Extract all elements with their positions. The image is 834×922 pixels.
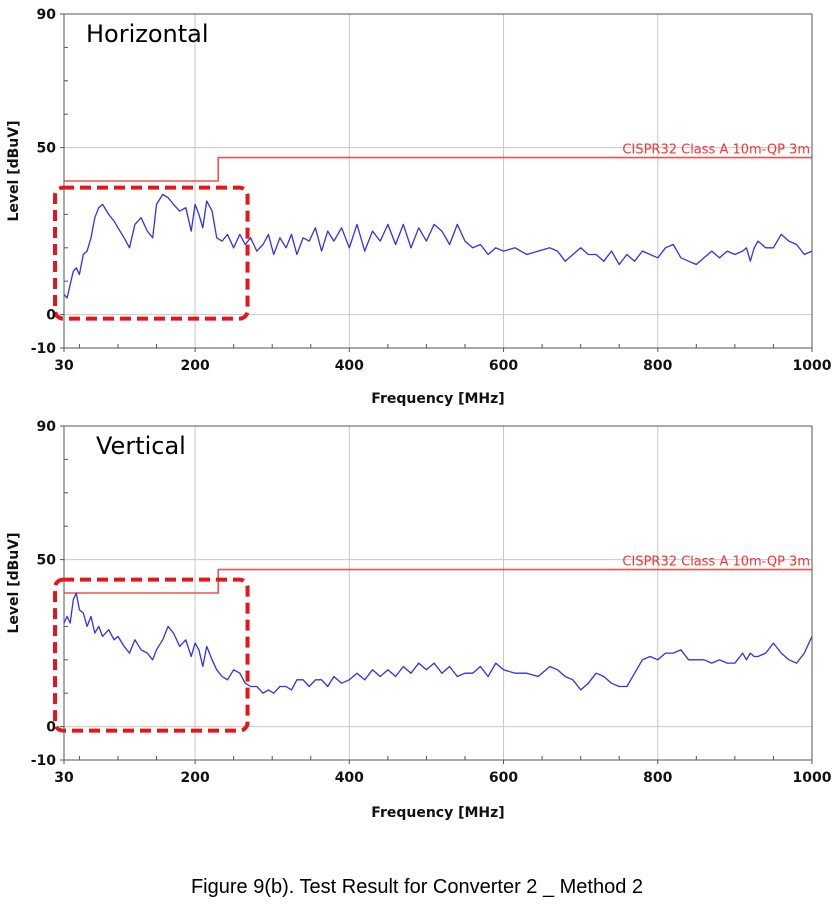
emission-trace: [63, 193, 813, 299]
minor-ticks: [64, 46, 774, 348]
series-label: CISPR32 Class A 10m-QP 3m: [622, 555, 810, 570]
series-label: CISPR32 Class A 10m-QP 3m: [622, 143, 810, 158]
grid: [64, 426, 812, 760]
y-tick-label: 50: [37, 553, 57, 569]
x-tick-label: 400: [335, 358, 364, 374]
y-tick-label: 90: [37, 419, 57, 435]
panel-label: Vertical: [96, 432, 186, 460]
y-tick-label: 90: [37, 7, 57, 23]
emission-trace: [63, 592, 813, 694]
x-tick-label: 30: [54, 358, 74, 374]
axes-frame: [63, 13, 813, 349]
highlight-box: [53, 185, 250, 321]
y-axis-label: Level [dBuV]: [6, 532, 22, 633]
axes-frame: [63, 425, 813, 761]
x-tick-label: 600: [489, 358, 518, 374]
grid: [64, 14, 812, 348]
x-tick-label: 30: [54, 770, 74, 786]
figure-caption: Figure 9(b). Test Result for Converter 2…: [190, 876, 644, 898]
y-tick-label: -10: [31, 341, 57, 357]
highlight-box: [53, 577, 250, 733]
x-axis-label: Frequency [MHz]: [371, 805, 504, 821]
x-tick-label: 800: [643, 770, 672, 786]
x-tick-label: 800: [643, 358, 672, 374]
x-tick-label: 1000: [793, 358, 832, 374]
y-tick-label: -10: [31, 753, 57, 769]
y-tick-label: 0: [46, 720, 56, 736]
x-tick-label: 400: [335, 770, 364, 786]
x-tick-label: 200: [180, 770, 209, 786]
x-tick-label: 200: [180, 358, 209, 374]
x-axis-label: Frequency [MHz]: [371, 391, 504, 407]
limit-line: [64, 156, 812, 182]
emc-test-figure: CISPR32 Class A 10m-QP 3m 30 200 400 600 800 1…: [6, 7, 832, 821]
chart-panel-vertical: CISPR32 Class A 10m-QP 3m 30 200 400 600 800 1…: [6, 419, 832, 821]
panel-label: Horizontal: [86, 20, 209, 48]
x-tick-label: 600: [489, 770, 518, 786]
y-axis-label: Level [dBuV]: [6, 120, 22, 221]
y-tick-label: 50: [37, 141, 57, 157]
x-tick-label: 1000: [793, 770, 832, 786]
chart-panel-horizontal: CISPR32 Class A 10m-QP 3m 30 200 400 600 800 1…: [6, 7, 832, 407]
y-tick-label: 0: [46, 308, 56, 324]
